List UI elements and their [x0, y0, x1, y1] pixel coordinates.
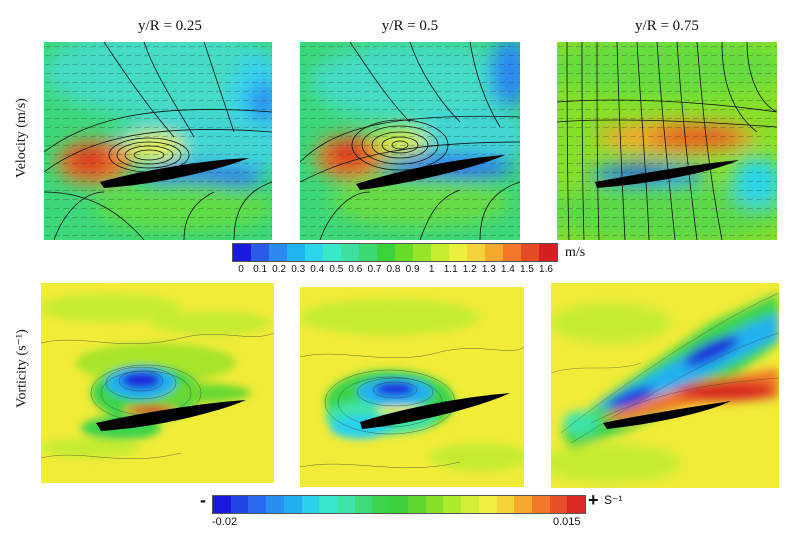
vorticity-max-label: 0.015 [553, 516, 581, 528]
column-title-0: y/R = 0.25 [138, 18, 202, 34]
velocity-tick-label: 1 [428, 264, 435, 275]
colorbar-cell [341, 244, 359, 261]
colorbar-cell [233, 244, 251, 261]
colorbar-cell [230, 496, 249, 513]
colorbar-cell [266, 496, 284, 513]
colorbar-cell [531, 496, 550, 513]
column-title-1: y/R = 0.5 [381, 18, 439, 34]
vorticity-panel-2 [551, 283, 779, 488]
velocity-tick-label: 0.1 [253, 264, 268, 275]
vorticity-minus-symbol: - [200, 490, 206, 510]
colorbar-cell [425, 496, 444, 513]
colorbar-cell [377, 244, 395, 261]
colorbar-cell [323, 244, 341, 261]
colorbar-cell [521, 244, 539, 261]
colorbar-cell [567, 496, 586, 513]
colorbar-cell [478, 496, 497, 513]
velocity-tick-label: 1.3 [481, 264, 496, 275]
velocity-tick-label: 0.7 [367, 264, 382, 275]
colorbar-cell [319, 496, 338, 513]
vorticity-colorbar [212, 495, 586, 514]
vorticity-panel-1 [300, 287, 524, 487]
colorbar-cell [467, 244, 485, 261]
colorbar-cell [372, 496, 391, 513]
velocity-tick-label: 1.4 [500, 264, 515, 275]
colorbar-cell [354, 496, 373, 513]
velocity-tick-label: 0.4 [310, 264, 325, 275]
colorbar-cell [503, 244, 521, 261]
colorbar-cell [461, 496, 479, 513]
colorbar-cell [248, 496, 267, 513]
colorbar-cell [390, 496, 408, 513]
colorbar-cell [449, 244, 467, 261]
velocity-tick-label: 0.2 [272, 264, 287, 275]
colorbar-cell [283, 496, 302, 513]
vorticity-colorbar-unit: S⁻¹ [604, 493, 623, 507]
vorticity-min-label: -0.02 [212, 516, 238, 528]
colorbar-cell [213, 496, 231, 513]
row-label-vorticity: Vorticity (s⁻¹) [14, 329, 30, 408]
colorbar-cell [337, 496, 355, 513]
velocity-colorbar [232, 243, 558, 262]
colorbar-cell [539, 244, 557, 261]
colorbar-cell [269, 244, 287, 261]
velocity-panel-0 [44, 42, 272, 240]
colorbar-cell [443, 496, 462, 513]
vorticity-plus-symbol: + [588, 490, 599, 510]
velocity-tick-label: 0 [238, 264, 244, 275]
colorbar-cell [549, 496, 568, 513]
column-title-2: y/R = 0.75 [635, 18, 699, 34]
velocity-tick-label: 1.6 [539, 264, 553, 275]
colorbar-cell [496, 496, 515, 513]
velocity-panel-1 [300, 42, 520, 240]
colorbar-cell [514, 496, 532, 513]
velocity-panel-2 [557, 42, 777, 240]
velocity-tick-label: 0.6 [348, 264, 363, 275]
colorbar-cell [407, 496, 426, 513]
colorbar-cell [395, 244, 413, 261]
velocity-colorbar-unit: m/s [565, 245, 586, 260]
velocity-tick-label: 1.5 [519, 264, 534, 275]
colorbar-cell [413, 244, 431, 261]
colorbar-cell [485, 244, 503, 261]
velocity-tick-label: 0.8 [386, 264, 401, 275]
colorbar-cell [301, 496, 320, 513]
velocity-tick-label: 1.2 [462, 264, 477, 275]
colorbar-cell [305, 244, 323, 261]
colorbar-cell [359, 244, 377, 261]
velocity-tick-label: 0.3 [291, 264, 306, 275]
row-label-velocity: Velocity (m/s) [14, 98, 29, 178]
velocity-tick-label: 1.1 [443, 264, 458, 275]
colorbar-cell [431, 244, 449, 261]
velocity-tick-label: 0.5 [329, 264, 344, 275]
vorticity-panel-0 [41, 283, 274, 483]
colorbar-cell [287, 244, 305, 261]
velocity-tick-label: 0.9 [405, 264, 420, 275]
colorbar-cell [251, 244, 269, 261]
